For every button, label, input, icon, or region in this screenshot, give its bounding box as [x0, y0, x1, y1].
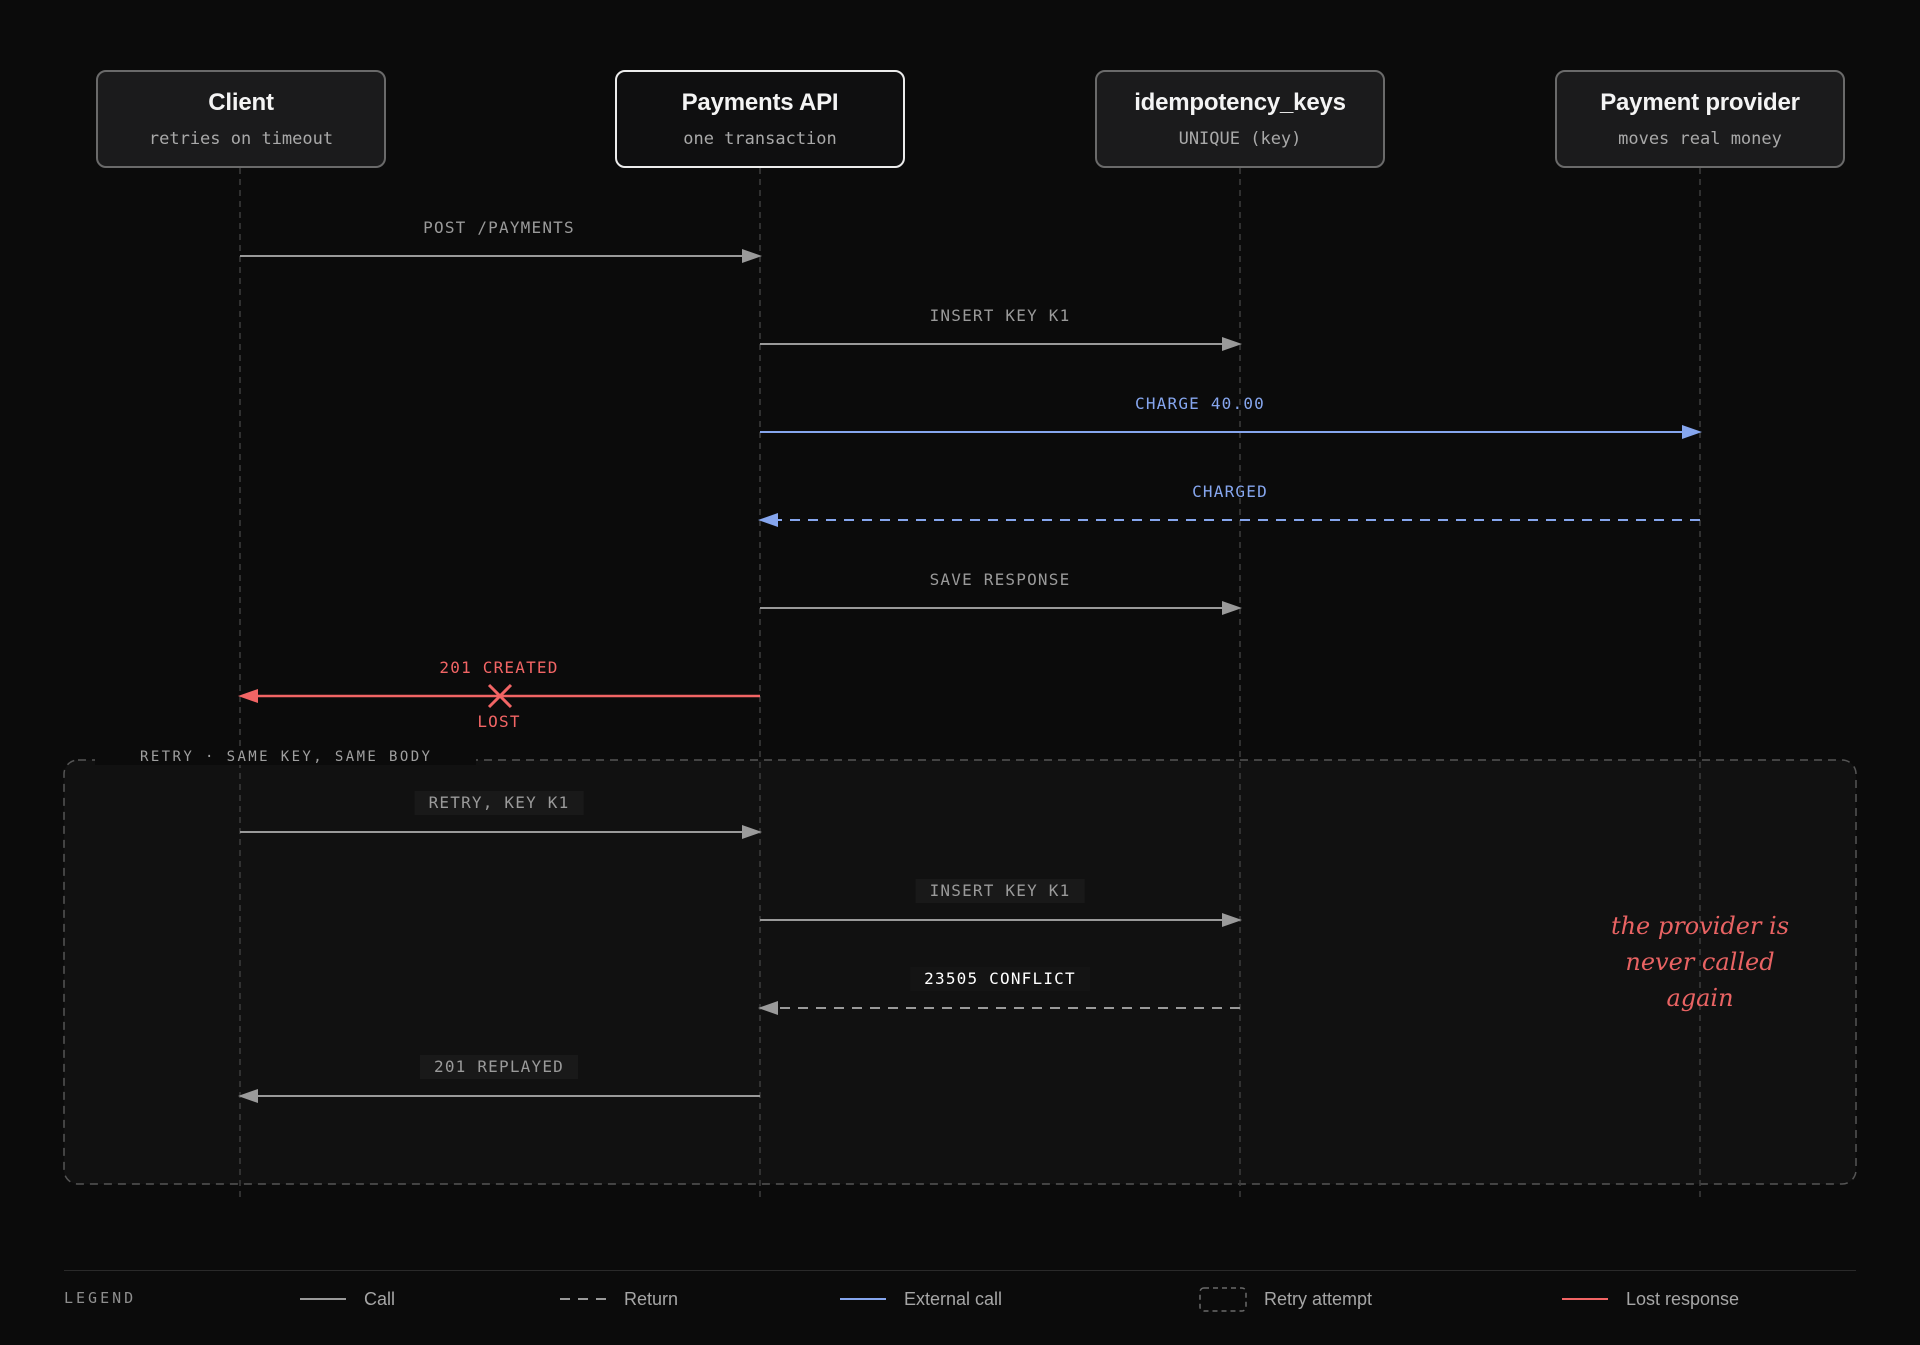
message-label-201-created: 201 CREATED [439, 658, 559, 677]
participant-payment-provider: Payment provider moves real money [1555, 70, 1845, 168]
legend-item-return: Return [558, 1282, 678, 1316]
participant-subtitle: UNIQUE (key) [1178, 129, 1302, 149]
return-dashed-line-icon [560, 1298, 606, 1300]
external-call-line-icon [840, 1298, 886, 1300]
legend-item-call: Call [298, 1282, 395, 1316]
legend-label: Retry attempt [1264, 1288, 1373, 1309]
participant-name: Payment provider [1600, 89, 1800, 116]
lost-marker-label: LOST [477, 712, 521, 731]
call-line-icon [300, 1298, 346, 1300]
participant-idempotency-keys: idempotency_keys UNIQUE (key) [1095, 70, 1385, 168]
participant-name: idempotency_keys [1134, 89, 1346, 116]
participant-payments-api: Payments API one transaction [615, 70, 905, 168]
legend-item-external-call: External call [838, 1282, 1002, 1316]
arrowhead [1222, 337, 1242, 351]
message-label-retry: RETRY, KEY K1 [414, 791, 584, 815]
arrowhead [238, 689, 258, 703]
message-label-conflict: 23505 CONFLICT [910, 967, 1090, 991]
participant-name: Client [208, 89, 274, 116]
arrowhead [742, 825, 762, 839]
arrowhead [742, 249, 762, 263]
participant-subtitle: moves real money [1618, 129, 1782, 149]
legend-label: Return [624, 1288, 679, 1309]
legend-label: Lost response [1626, 1288, 1740, 1309]
legend-title: LEGEND [64, 1289, 137, 1307]
arrowhead [758, 1001, 778, 1015]
arrowhead [1682, 425, 1702, 439]
legend-item-lost-response: Lost response [1560, 1282, 1739, 1316]
participant-subtitle: retries on timeout [148, 129, 334, 149]
retry-frame-label: RETRY · SAME KEY, SAME BODY [95, 749, 477, 765]
retry-frame-icon [1199, 1287, 1247, 1312]
message-label-201-replayed: 201 REPLAYED [420, 1055, 578, 1079]
arrowhead [238, 1089, 258, 1103]
lost-response-line-icon [1562, 1298, 1608, 1300]
participant-name: Payments API [681, 89, 839, 116]
lost-x-icon [487, 683, 513, 709]
arrowhead [1222, 601, 1242, 615]
message-label-post-payments: POST /PAYMENTS [423, 218, 575, 237]
legend-label: External call [904, 1288, 1003, 1309]
message-label-charge: CHARGE 40.00 [1135, 394, 1265, 413]
participant-client: Client retries on timeout [96, 70, 386, 168]
arrowhead [758, 513, 778, 527]
legend-divider [64, 1270, 1856, 1271]
legend-item-retry-attempt: Retry attempt [1198, 1282, 1372, 1316]
legend-label: Call [364, 1288, 396, 1309]
participant-subtitle: one transaction [683, 129, 837, 149]
arrowhead [1222, 913, 1242, 927]
annotation-note: the provider is never called again [1610, 912, 1790, 1012]
message-label-insert-key-retry: INSERT KEY K1 [915, 879, 1085, 903]
message-label-insert-key: INSERT KEY K1 [929, 306, 1071, 325]
message-label-save-response: SAVE RESPONSE [929, 570, 1071, 589]
message-label-charged: CHARGED [1192, 482, 1268, 501]
